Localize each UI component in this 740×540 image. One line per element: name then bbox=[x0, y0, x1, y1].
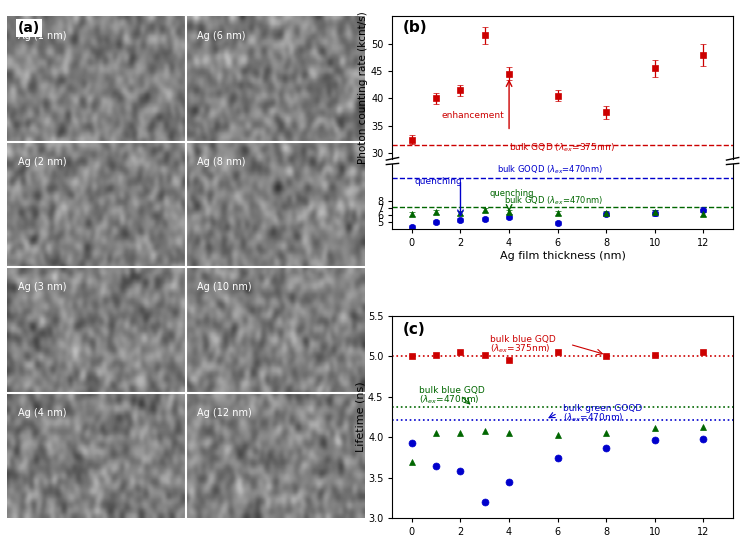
Text: bulk GQD ($\lambda_{ex}$=375nm): bulk GQD ($\lambda_{ex}$=375nm) bbox=[509, 141, 616, 154]
Text: quenching: quenching bbox=[490, 189, 534, 198]
Text: ($\lambda_{ex}$=470nm): ($\lambda_{ex}$=470nm) bbox=[562, 411, 623, 424]
X-axis label: Ag film thickness (nm): Ag film thickness (nm) bbox=[500, 251, 625, 261]
Text: (c): (c) bbox=[403, 322, 425, 337]
Text: (a): (a) bbox=[18, 21, 41, 35]
Text: ($\lambda_{ex}$=375nm): ($\lambda_{ex}$=375nm) bbox=[490, 342, 551, 355]
Text: Ag (12 nm): Ag (12 nm) bbox=[197, 408, 252, 418]
Text: bulk GOQD ($\lambda_{ex}$=470nm): bulk GOQD ($\lambda_{ex}$=470nm) bbox=[497, 164, 603, 177]
Text: bulk GQD ($\lambda_{ex}$=470nm): bulk GQD ($\lambda_{ex}$=470nm) bbox=[504, 194, 603, 207]
Text: Ag (3 nm): Ag (3 nm) bbox=[18, 282, 67, 292]
Text: ($\lambda_{ex}$=470nm): ($\lambda_{ex}$=470nm) bbox=[419, 394, 480, 406]
Text: Ag (8 nm): Ag (8 nm) bbox=[197, 157, 245, 167]
Text: bulk blue GQD: bulk blue GQD bbox=[419, 386, 485, 395]
Y-axis label: Lifetime (ns): Lifetime (ns) bbox=[355, 382, 365, 453]
Text: (b): (b) bbox=[403, 21, 427, 36]
Text: Ag (1 nm): Ag (1 nm) bbox=[18, 31, 67, 41]
Text: bulk green GOQD: bulk green GOQD bbox=[562, 404, 642, 413]
Text: bulk blue GQD: bulk blue GQD bbox=[490, 335, 556, 344]
Y-axis label: Photon counting rate (kcnt/s): Photon counting rate (kcnt/s) bbox=[358, 11, 369, 164]
Text: Ag (2 nm): Ag (2 nm) bbox=[18, 157, 67, 167]
Text: enhancement: enhancement bbox=[441, 111, 504, 120]
Text: Ag (4 nm): Ag (4 nm) bbox=[18, 408, 67, 418]
Text: quenching: quenching bbox=[414, 178, 462, 186]
Text: Ag (6 nm): Ag (6 nm) bbox=[197, 31, 245, 41]
Text: Ag (10 nm): Ag (10 nm) bbox=[197, 282, 252, 292]
